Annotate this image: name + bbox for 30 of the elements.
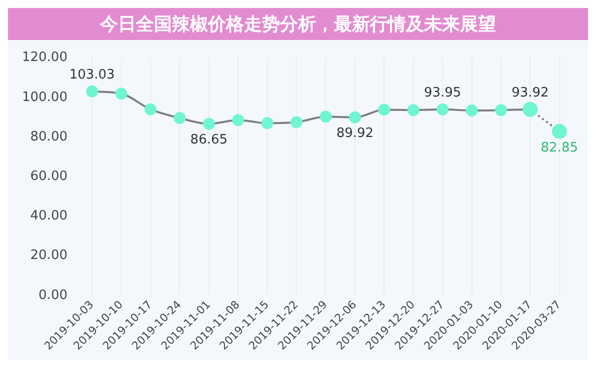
y-tick-label: 100.00 [22,90,68,105]
y-tick-label: 0.00 [38,288,68,303]
y-tick-label: 80.00 [30,129,68,144]
point [407,104,420,116]
y-tick-label: 60.00 [30,169,68,184]
point [115,88,128,100]
data-label: 103.03 [69,67,115,82]
y-tick-label: 20.00 [30,248,68,264]
point [348,111,361,124]
data-label: 86.65 [190,132,228,148]
point [466,104,478,116]
point [86,85,98,98]
data-label: 82.85 [540,140,578,156]
point [320,110,332,123]
point [174,112,186,124]
point [232,114,244,126]
point [202,118,215,130]
data-label: 93.95 [424,85,462,100]
point [494,104,507,116]
data-label: 93.92 [512,85,549,100]
point [290,116,303,128]
point [378,104,390,116]
y-tick-label: 120.00 [22,50,68,66]
point [144,103,157,116]
point [552,124,567,139]
point [436,103,449,116]
y-tick-label: 40.00 [30,208,68,224]
chart-title: 今日全国辣椒价格走势分析，最新行情及未来展望 [8,8,588,40]
point [261,117,274,130]
data-label: 89.92 [336,126,374,142]
